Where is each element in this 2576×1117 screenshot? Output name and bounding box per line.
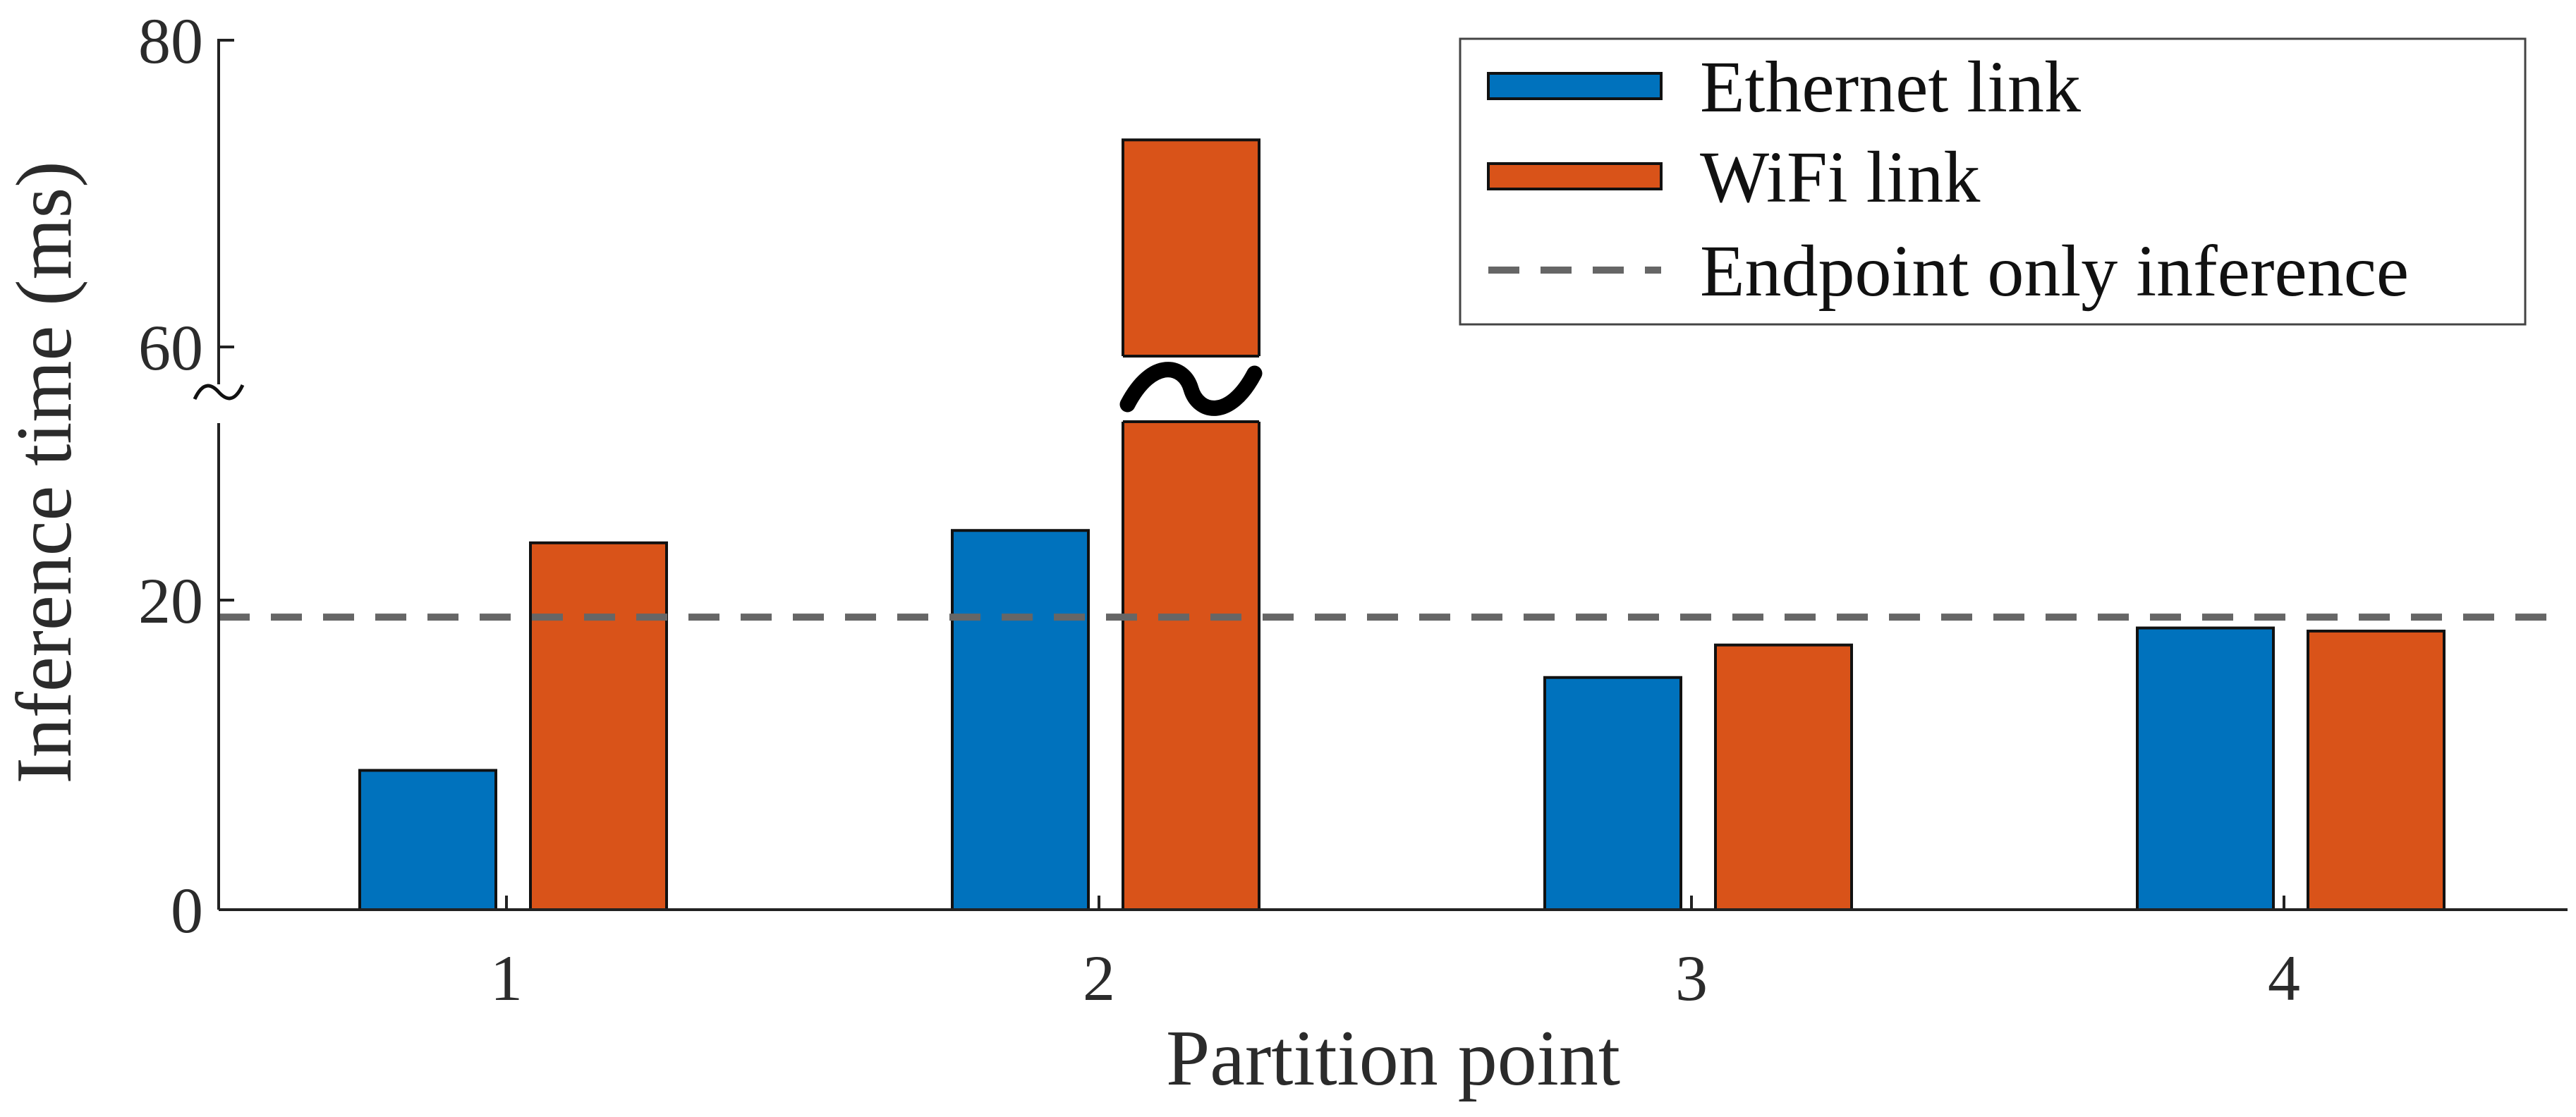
legend-label-endpoint: Endpoint only inference [1700, 231, 2409, 312]
y-axis-break-symbol [193, 384, 245, 401]
x-tick-label-3: 3 [1675, 942, 1708, 1014]
bar-wifi-4 [2307, 629, 2446, 912]
bar-wifi-3 [1714, 643, 1853, 912]
x-axis-label: Partition point [1166, 1015, 1620, 1102]
x-tick-label-1: 1 [490, 942, 523, 1014]
bar-ethernet-3 [1543, 676, 1682, 911]
bar-break-symbol [1119, 362, 1263, 416]
y-tick-label: 20 [138, 565, 203, 637]
bar-wifi-2 [1122, 138, 1260, 911]
x-tick-label-2: 2 [1083, 942, 1115, 1014]
axis-break-marks [193, 355, 1263, 423]
bar-wifi-1 [529, 541, 668, 911]
x-axis-ticks: 1 2 3 4 [490, 896, 2300, 1014]
bar-ethernet-4 [2136, 626, 2275, 911]
bar-ethernet-2 [951, 529, 1090, 911]
legend-swatch-wifi [1487, 162, 1663, 190]
bar-ethernet-1 [358, 769, 497, 911]
y-tick-label: 0 [171, 874, 203, 946]
y-axis-ticks: 0 20 60 80 [138, 5, 234, 946]
x-tick-label-4: 4 [2268, 942, 2300, 1014]
legend-label-ethernet: Ethernet link [1700, 47, 2081, 128]
legend: Ethernet link WiFi link Endpoint only infe… [1459, 37, 2527, 326]
y-tick-label: 80 [138, 5, 203, 77]
y-axis-label: Inference time (ms) [1, 161, 88, 783]
y-tick-label: 60 [138, 312, 203, 384]
legend-swatch-ethernet [1487, 72, 1663, 100]
legend-label-wifi: WiFi link [1700, 137, 1980, 218]
bars [358, 138, 2446, 912]
